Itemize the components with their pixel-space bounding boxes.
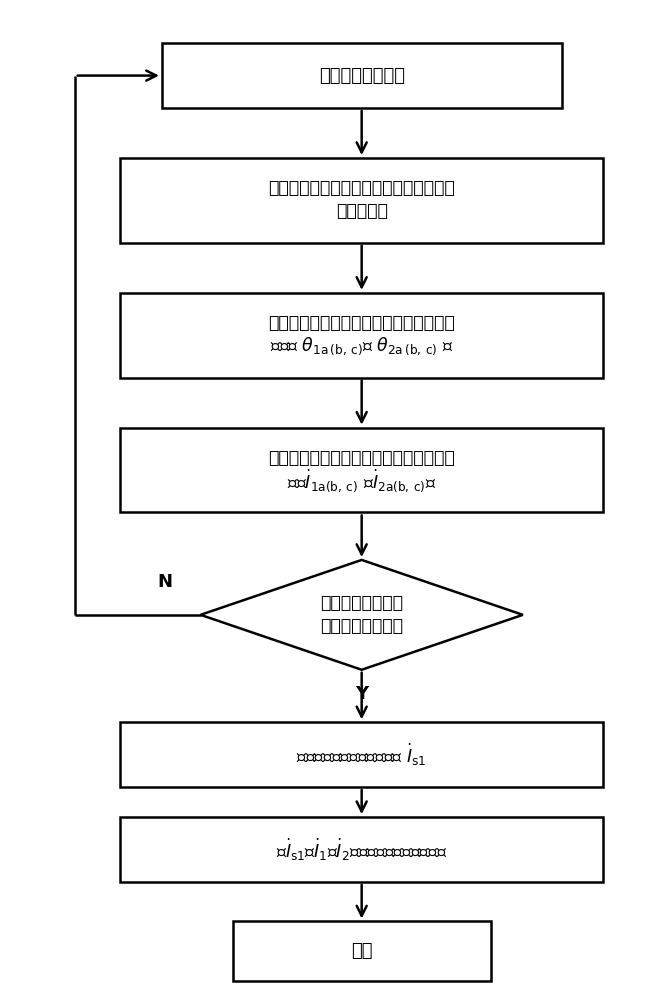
Text: 结束: 结束 xyxy=(351,942,373,960)
Text: 存在某回路首末端: 存在某回路首末端 xyxy=(320,594,403,612)
FancyBboxPatch shape xyxy=(120,817,603,882)
FancyBboxPatch shape xyxy=(120,293,603,378)
Text: Y: Y xyxy=(355,685,368,703)
Text: 将$\dot{I}_{\mathregular{s1}}$、$\dot{I}_{\mathregular{1}}$、$\dot{I}_{\mathregular: 将$\dot{I}_{\mathregular{s1}}$、$\dot{I}_{… xyxy=(276,836,447,863)
Text: 电流差值达到阈值: 电流差值达到阈值 xyxy=(320,617,403,635)
Text: 获取线路交叉互联单元首端、末端各相护: 获取线路交叉互联单元首端、末端各相护 xyxy=(268,179,455,197)
Polygon shape xyxy=(200,560,523,670)
Text: 相位差 $\theta_{\mathregular{1a\,(b,\,c)}}$、 $\theta_{\mathregular{2a\,(b,\,c)}}$ 等: 相位差 $\theta_{\mathregular{1a\,(b,\,c)}}$… xyxy=(270,335,453,357)
Text: 计算首端、末端各相护层电流与参考电流: 计算首端、末端各相护层电流与参考电流 xyxy=(268,314,455,332)
FancyBboxPatch shape xyxy=(162,43,561,108)
Text: 层电流波形: 层电流波形 xyxy=(336,202,388,220)
FancyBboxPatch shape xyxy=(233,921,490,981)
FancyBboxPatch shape xyxy=(120,158,603,243)
Text: N: N xyxy=(158,573,172,591)
Text: 向量$\dot{I}_{\mathregular{1a(b,\,c)}}$ 、$\dot{I}_{\mathregular{2a(b,\,c)}}$等: 向量$\dot{I}_{\mathregular{1a(b,\,c)}}$ 、$… xyxy=(287,468,436,494)
Text: 提取前一时刻首端电流向量 $\dot{I}_{\mathregular{s1}}$: 提取前一时刻首端电流向量 $\dot{I}_{\mathregular{s1}}… xyxy=(297,742,427,768)
FancyBboxPatch shape xyxy=(120,428,603,512)
FancyBboxPatch shape xyxy=(120,722,603,787)
Text: 获取参考电流波形: 获取参考电流波形 xyxy=(318,67,404,85)
Text: 计算首末端电流有效值，得到首末端电流: 计算首末端电流有效值，得到首末端电流 xyxy=(268,449,455,467)
